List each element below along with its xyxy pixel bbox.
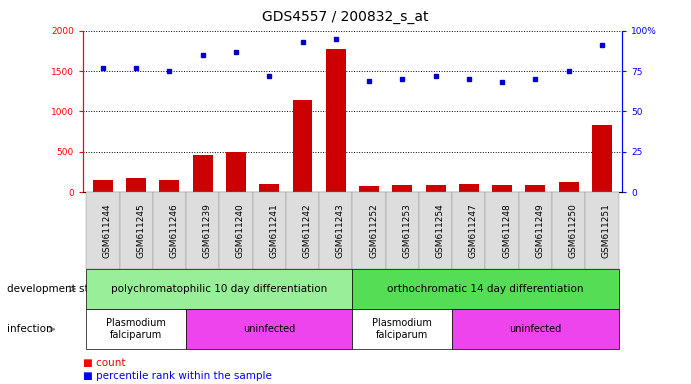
- Text: GSM611246: GSM611246: [169, 203, 178, 258]
- Text: GSM611243: GSM611243: [336, 203, 345, 258]
- Text: GSM611251: GSM611251: [602, 203, 611, 258]
- Bar: [559, 182, 578, 192]
- Bar: [226, 152, 246, 192]
- Bar: [93, 179, 113, 192]
- Bar: [259, 184, 279, 192]
- Text: GSM611240: GSM611240: [236, 203, 245, 258]
- Text: GSM611241: GSM611241: [269, 203, 278, 258]
- Text: GSM611253: GSM611253: [402, 203, 411, 258]
- Bar: [126, 178, 146, 192]
- Bar: [525, 185, 545, 192]
- Text: uninfected: uninfected: [509, 324, 562, 334]
- Text: GSM611254: GSM611254: [435, 203, 444, 258]
- Text: GSM611252: GSM611252: [369, 203, 378, 258]
- Text: polychromatophilic 10 day differentiation: polychromatophilic 10 day differentiatio…: [111, 284, 328, 294]
- Bar: [193, 155, 213, 192]
- Text: Plasmodium
falciparum: Plasmodium falciparum: [106, 318, 166, 340]
- Text: Plasmodium
falciparum: Plasmodium falciparum: [372, 318, 433, 340]
- Text: uninfected: uninfected: [243, 324, 295, 334]
- Text: GSM611245: GSM611245: [136, 203, 145, 258]
- Text: GSM611250: GSM611250: [569, 203, 578, 258]
- Text: GDS4557 / 200832_s_at: GDS4557 / 200832_s_at: [263, 10, 428, 23]
- Text: GSM611247: GSM611247: [469, 203, 478, 258]
- Text: GSM611248: GSM611248: [502, 203, 511, 258]
- Text: ■ count: ■ count: [83, 358, 126, 368]
- Text: infection: infection: [7, 324, 56, 334]
- Bar: [325, 49, 346, 192]
- Bar: [459, 184, 479, 192]
- Bar: [492, 185, 512, 192]
- Bar: [392, 185, 413, 192]
- Bar: [359, 185, 379, 192]
- Text: GSM611239: GSM611239: [202, 203, 211, 258]
- Text: GSM611249: GSM611249: [536, 203, 545, 258]
- Bar: [160, 180, 180, 192]
- Text: ■ percentile rank within the sample: ■ percentile rank within the sample: [83, 371, 272, 381]
- Bar: [426, 185, 446, 192]
- Text: orthochromatic 14 day differentiation: orthochromatic 14 day differentiation: [387, 284, 584, 294]
- Bar: [592, 125, 612, 192]
- Text: development stage: development stage: [7, 284, 111, 294]
- Text: GSM611242: GSM611242: [303, 203, 312, 258]
- Bar: [292, 100, 312, 192]
- Text: GSM611244: GSM611244: [103, 203, 112, 258]
